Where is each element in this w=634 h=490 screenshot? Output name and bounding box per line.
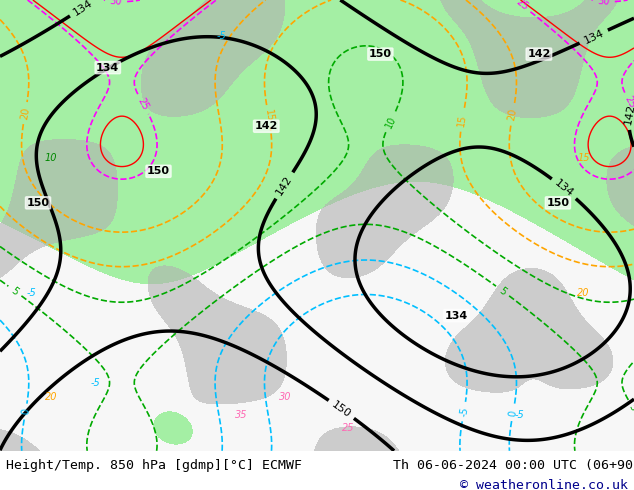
Text: 25: 25	[514, 0, 529, 13]
Text: 150: 150	[369, 49, 392, 59]
Text: 150: 150	[27, 198, 49, 208]
Text: 0: 0	[508, 409, 519, 417]
Text: 142: 142	[275, 174, 294, 197]
Text: 25: 25	[623, 95, 634, 110]
Text: 20: 20	[44, 392, 57, 402]
Text: 25: 25	[342, 423, 355, 433]
Text: 142: 142	[623, 103, 634, 126]
Text: 10: 10	[384, 115, 398, 130]
Text: 142: 142	[255, 121, 278, 131]
Text: 150: 150	[330, 399, 353, 419]
Text: -5: -5	[90, 378, 100, 388]
Text: 150: 150	[147, 166, 170, 176]
Text: -5: -5	[458, 406, 470, 417]
Text: © weatheronline.co.uk: © weatheronline.co.uk	[460, 479, 628, 490]
Text: 0: 0	[20, 408, 31, 416]
Text: 20: 20	[577, 288, 590, 298]
Text: 10: 10	[44, 153, 57, 163]
Text: 134: 134	[553, 178, 576, 199]
Text: 134: 134	[582, 27, 605, 46]
Text: 5: 5	[626, 402, 634, 412]
Text: 5: 5	[10, 285, 20, 297]
Text: 20: 20	[507, 108, 519, 122]
Text: 25: 25	[136, 96, 150, 112]
Text: Height/Temp. 850 hPa [gdmp][°C] ECMWF: Height/Temp. 850 hPa [gdmp][°C] ECMWF	[6, 459, 302, 472]
Text: 150: 150	[547, 198, 569, 208]
Text: -5: -5	[27, 288, 37, 298]
Text: -5: -5	[515, 410, 525, 420]
Text: 30: 30	[110, 0, 122, 7]
Text: 15: 15	[262, 109, 275, 123]
Text: -5: -5	[217, 31, 227, 41]
Text: 15: 15	[456, 114, 468, 127]
Text: 15: 15	[577, 153, 590, 163]
Text: 30: 30	[597, 0, 610, 7]
Text: 134: 134	[445, 311, 468, 320]
Text: Th 06-06-2024 00:00 UTC (06+90): Th 06-06-2024 00:00 UTC (06+90)	[393, 459, 634, 472]
Text: 134: 134	[72, 0, 94, 18]
Text: 134: 134	[96, 63, 119, 73]
Text: 20: 20	[19, 106, 31, 120]
Text: 5: 5	[497, 285, 508, 297]
Text: 30: 30	[279, 392, 292, 402]
Text: 142: 142	[527, 49, 550, 59]
Text: 35: 35	[235, 410, 247, 420]
